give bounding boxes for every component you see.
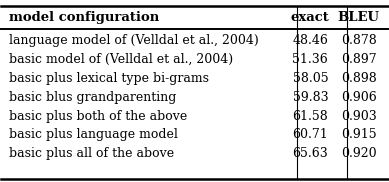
Text: exact: exact (291, 11, 330, 24)
Text: 0.906: 0.906 (341, 91, 377, 104)
Text: 51.36: 51.36 (293, 53, 328, 66)
Text: basic blus grandparenting: basic blus grandparenting (9, 91, 177, 104)
Text: 58.05: 58.05 (293, 72, 328, 85)
Text: 0.897: 0.897 (341, 53, 377, 66)
Text: basic plus all of the above: basic plus all of the above (9, 147, 174, 160)
Text: language model of (Velldal et al., 2004): language model of (Velldal et al., 2004) (9, 34, 259, 47)
Text: 48.46: 48.46 (293, 34, 328, 47)
Text: 0.898: 0.898 (341, 72, 377, 85)
Text: 0.903: 0.903 (341, 110, 377, 123)
Text: 0.915: 0.915 (341, 128, 377, 141)
Text: 61.58: 61.58 (293, 110, 328, 123)
Text: BLEU: BLEU (338, 11, 380, 24)
Text: 65.63: 65.63 (293, 147, 328, 160)
Text: basic plus language model: basic plus language model (9, 128, 178, 141)
Text: 60.71: 60.71 (293, 128, 328, 141)
Text: 59.83: 59.83 (293, 91, 328, 104)
Text: basic plus both of the above: basic plus both of the above (9, 110, 187, 123)
Text: basic plus lexical type bi-grams: basic plus lexical type bi-grams (9, 72, 209, 85)
Text: model configuration: model configuration (9, 11, 159, 24)
Text: basic model of (Velldal et al., 2004): basic model of (Velldal et al., 2004) (9, 53, 233, 66)
Text: 0.920: 0.920 (341, 147, 377, 160)
Text: 0.878: 0.878 (341, 34, 377, 47)
